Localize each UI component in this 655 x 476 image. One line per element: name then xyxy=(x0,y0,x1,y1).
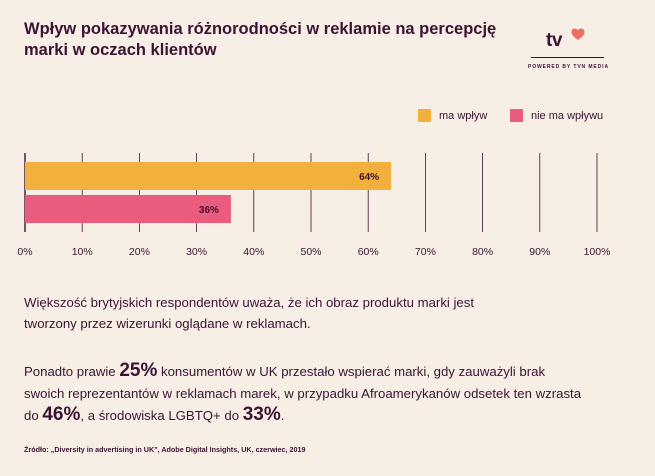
logo-text: tv xyxy=(546,30,562,51)
bar-chart: 0% 10% 20% 30% 40% 50% 60% 70% 80% 90% 100% 64% 36% xyxy=(17,153,611,258)
paragraph-summary: Większość brytyjskich respondentów uważa… xyxy=(24,295,475,331)
legend-label-impact: ma wpływ xyxy=(439,110,488,122)
x-tick-label: 80% xyxy=(472,246,493,258)
x-tick-label: 100% xyxy=(584,246,611,258)
page-title: Wpływ pokazywania różnorodności w reklam… xyxy=(24,20,497,59)
paragraph-details: Ponadto prawie 25% konsumentów w UK prze… xyxy=(24,360,584,427)
logo-tagline: POWERED BY TVN MEDIA xyxy=(528,64,609,70)
logo: tv POWERED BY TVN MEDIA xyxy=(528,28,620,74)
logo-divider xyxy=(531,57,604,58)
x-tick-label: 90% xyxy=(529,246,550,258)
bar-no-impact xyxy=(25,195,231,223)
x-tick-label: 20% xyxy=(129,246,150,258)
legend-swatch-impact xyxy=(418,109,431,122)
x-tick-label: 40% xyxy=(243,246,264,258)
data-label: 64% xyxy=(359,172,379,183)
paragraph-text: konsumentów w UK przestało wspierać mark… xyxy=(24,364,582,423)
x-tick-label: 30% xyxy=(186,246,207,258)
x-tick-label: 60% xyxy=(358,246,379,258)
paragraph-text: . xyxy=(280,408,285,423)
highlight-value: 25% xyxy=(119,360,158,381)
heart-icon xyxy=(571,28,585,40)
legend-label-no-impact: nie ma wpływu xyxy=(531,110,604,122)
x-tick-label: 70% xyxy=(415,246,436,258)
legend-swatch-no-impact xyxy=(510,109,523,122)
x-tick-label: 0% xyxy=(17,246,32,258)
highlight-value: 33% xyxy=(242,404,281,425)
data-label: 36% xyxy=(199,205,219,216)
bar-impact xyxy=(25,162,392,190)
source-note: Źródło: „Diversity in advertising in UK"… xyxy=(24,445,306,454)
x-tick-label: 50% xyxy=(300,246,321,258)
paragraph-text: , a środowiska LGBTQ+ do xyxy=(80,408,243,423)
x-tick-label: 10% xyxy=(72,246,93,258)
paragraph-text: Ponadto prawie xyxy=(24,364,120,379)
highlight-value: 46% xyxy=(42,404,81,425)
